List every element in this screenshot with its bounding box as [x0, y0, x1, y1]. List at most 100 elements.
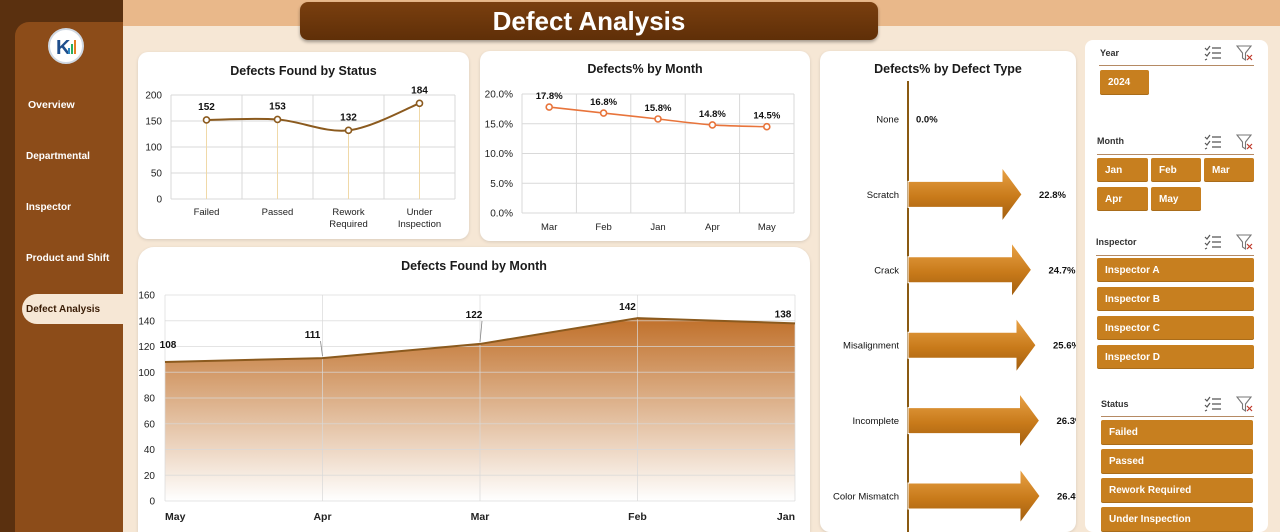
- category-label: Crack: [874, 265, 899, 276]
- data-label: 111: [305, 330, 321, 341]
- month-pct-chart-card: Defects% by Month 0.0% 5.0% 10.0% 15.0% 20.0…: [480, 51, 810, 241]
- category-label: Scratch: [867, 190, 899, 201]
- status-line-chart: 0 50 100 150 200 152 153 132 184 Failed Passed Rewo…: [145, 85, 456, 230]
- data-point: [599, 109, 608, 117]
- y-tick-label: 100: [138, 368, 155, 379]
- leader-line: [479, 320, 483, 342]
- x-tick-label: Feb: [628, 511, 647, 523]
- data-label: 22.8%: [1039, 190, 1066, 201]
- data-label: 108: [160, 340, 177, 351]
- status-slicer-item[interactable]: Passed: [1101, 449, 1253, 474]
- data-point: [545, 103, 553, 111]
- svg-text:K: K: [56, 37, 71, 59]
- status-chart-card: Defects Found by Status 0 50 100 150 200 152 1…: [138, 52, 469, 239]
- sidebar-panel: [15, 22, 123, 532]
- category-label: None: [876, 115, 899, 126]
- slicer-divider: [1101, 416, 1254, 417]
- month-pct-line-chart: 0.0% 5.0% 10.0% 15.0% 20.0% 17.8% 16.8% 15.8% 14…: [485, 90, 795, 233]
- y-tick-label: 50: [151, 169, 163, 180]
- x-tick-label: Jan: [650, 222, 665, 233]
- company-logo: K: [48, 28, 84, 64]
- category-label: Color Mismatch: [833, 492, 899, 503]
- y-tick-label: 0: [149, 497, 155, 508]
- clear-filter-icon[interactable]: [1236, 44, 1254, 62]
- month-pct-chart-title: Defects% by Month: [587, 62, 703, 76]
- x-tick-label: Apr: [705, 222, 720, 233]
- sidebar-item-product-and-shift[interactable]: Product and Shift: [26, 252, 110, 264]
- series-line: [164, 317, 796, 363]
- data-label: 132: [340, 112, 357, 123]
- multi-select-icon[interactable]: [1204, 395, 1222, 413]
- inspector-slicer-item[interactable]: Inspector D: [1097, 345, 1254, 369]
- clear-filter-icon[interactable]: [1236, 133, 1254, 151]
- multi-select-icon[interactable]: [1204, 233, 1222, 251]
- sidebar-item-defect-analysis[interactable]: Defect Analysis: [22, 294, 123, 324]
- data-point: [708, 121, 717, 129]
- month-slicer-item[interactable]: Feb: [1151, 158, 1201, 182]
- status-slicer-item[interactable]: Failed: [1101, 420, 1253, 445]
- y-tick-label: 200: [145, 91, 162, 102]
- y-tick-label: 5.0%: [490, 179, 513, 190]
- leader-line: [320, 341, 323, 357]
- month-area-chart: 0 20 40 60 80 100 120 140 160 108 111 122 142 138 May A…: [138, 291, 796, 523]
- sidebar-item-overview[interactable]: Overview: [28, 99, 75, 111]
- month-slicer-item[interactable]: Jan: [1097, 158, 1148, 182]
- clear-filter-icon[interactable]: [1236, 233, 1254, 251]
- y-tick-label: 0.0%: [490, 209, 513, 220]
- x-tick-label: Jan: [777, 511, 795, 523]
- slicer-toolbar: [1204, 133, 1254, 151]
- data-point: [415, 99, 424, 108]
- month-slicer-item[interactable]: Mar: [1204, 158, 1254, 182]
- multi-select-icon[interactable]: [1204, 133, 1222, 151]
- logo-mark-icon: K: [56, 37, 76, 59]
- data-point: [273, 115, 282, 124]
- sidebar-item-inspector[interactable]: Inspector: [26, 201, 72, 213]
- data-label: 14.5%: [753, 111, 780, 122]
- data-label: 25.6%: [1053, 341, 1076, 352]
- status-slicer-item[interactable]: Under Inspection: [1101, 507, 1253, 532]
- data-label: 184: [411, 85, 428, 96]
- x-tick-label: May: [758, 222, 776, 233]
- inspector-slicer-item[interactable]: Inspector A: [1097, 258, 1254, 282]
- arrow-bar: [907, 316, 1037, 374]
- multi-select-icon[interactable]: [1204, 44, 1222, 62]
- month-slicer-item[interactable]: May: [1151, 187, 1201, 211]
- inspector-slicer-item[interactable]: Inspector C: [1097, 316, 1254, 340]
- category-label: Incomplete: [853, 416, 899, 427]
- slicer-toolbar: [1204, 44, 1254, 62]
- y-tick-label: 120: [138, 342, 155, 353]
- x-tick-label: Under: [407, 207, 433, 218]
- year-slicer-item[interactable]: 2024: [1100, 70, 1149, 95]
- data-label: 16.8%: [590, 97, 617, 108]
- month-area-chart-title: Defects Found by Month: [401, 259, 547, 273]
- x-tick-label: Mar: [471, 511, 490, 523]
- y-tick-label: 140: [138, 316, 155, 327]
- data-label: 15.8%: [645, 103, 672, 114]
- arrow-bar: [907, 467, 1041, 525]
- sidebar-item-departmental[interactable]: Departmental: [26, 150, 90, 162]
- clear-filter-icon[interactable]: [1236, 395, 1254, 413]
- data-point: [762, 122, 771, 131]
- arrow-bar: [907, 392, 1041, 450]
- data-label: 122: [466, 310, 483, 321]
- month-slicer-item[interactable]: Apr: [1097, 187, 1148, 211]
- x-tick-label: Rework: [332, 207, 364, 218]
- y-tick-label: 160: [138, 291, 155, 302]
- y-tick-label: 0: [156, 195, 162, 206]
- status-slicer-item[interactable]: Rework Required: [1101, 478, 1253, 503]
- defect-type-chart-title: Defects% by Defect Type: [874, 62, 1022, 76]
- data-label: 152: [198, 102, 215, 113]
- x-tick-label: Failed: [194, 207, 220, 218]
- slicer-divider: [1099, 65, 1254, 66]
- arrow-bar: [907, 165, 1023, 223]
- y-tick-label: 15.0%: [485, 119, 513, 130]
- data-label: 26.3%: [1057, 416, 1077, 427]
- data-label: 26.4%: [1057, 492, 1076, 503]
- y-tick-label: 100: [145, 143, 162, 154]
- y-tick-label: 20.0%: [485, 90, 513, 101]
- inspector-slicer-title: Inspector: [1096, 237, 1137, 247]
- slicer-toolbar: [1204, 233, 1254, 251]
- inspector-slicer-item[interactable]: Inspector B: [1097, 287, 1254, 311]
- x-tick-label: Passed: [262, 207, 294, 218]
- data-label: 24.7%: [1049, 265, 1076, 276]
